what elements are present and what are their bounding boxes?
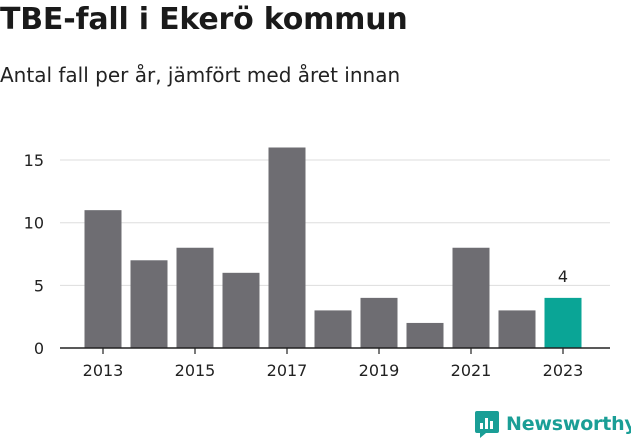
chart-title: TBE-fall i Ekerö kommun	[0, 2, 408, 37]
x-tick-label: 2013	[83, 361, 124, 380]
x-tick-label: 2015	[175, 361, 216, 380]
brand-logo: Newsworthy	[474, 408, 631, 440]
x-tick-label: 2021	[451, 361, 492, 380]
bar	[544, 297, 582, 348]
bar	[268, 147, 306, 348]
y-tick-label: 10	[24, 214, 44, 233]
x-tick-label: 2019	[359, 361, 400, 380]
bar	[222, 272, 260, 348]
bar	[406, 322, 444, 348]
bar	[130, 260, 168, 348]
bar	[498, 310, 536, 348]
chart-subtitle: Antal fall per år, jämfört med året inna…	[0, 63, 401, 87]
data-label: 4	[558, 267, 568, 286]
bar	[176, 247, 214, 348]
y-tick-label: 5	[34, 276, 44, 295]
y-tick-label: 15	[24, 151, 44, 170]
bar	[84, 210, 122, 348]
bar	[314, 310, 352, 348]
x-tick-label: 2017	[267, 361, 308, 380]
newsworthy-logo-icon	[475, 411, 499, 438]
y-tick-label: 0	[34, 339, 44, 358]
bar	[360, 297, 398, 348]
bar	[452, 247, 490, 348]
brand-name: Newsworthy	[506, 413, 631, 435]
x-tick-label: 2023	[543, 361, 584, 380]
